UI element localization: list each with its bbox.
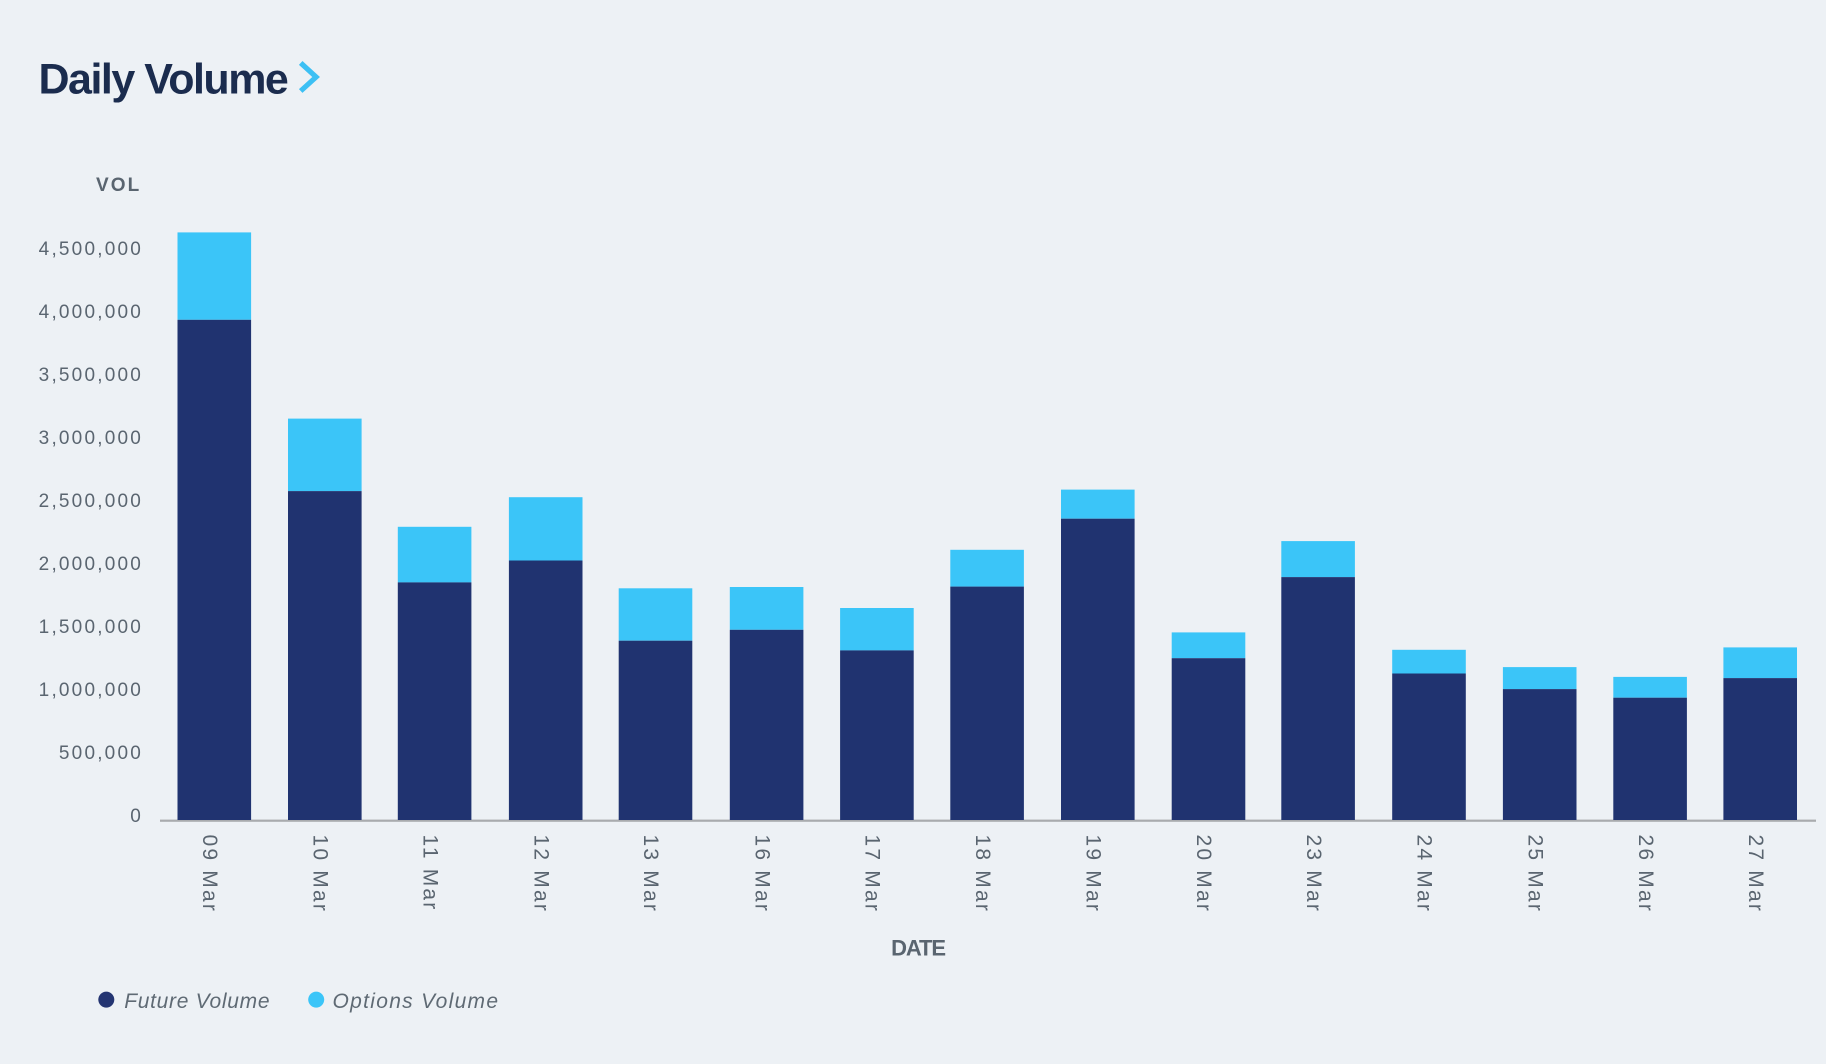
svg-text:0: 0 xyxy=(130,806,143,827)
svg-text:23 Mar: 23 Mar xyxy=(1302,835,1325,914)
svg-text:16 Mar: 16 Mar xyxy=(750,835,773,914)
svg-text:3,000,000: 3,000,000 xyxy=(39,428,143,449)
svg-text:3,500,000: 3,500,000 xyxy=(39,365,143,386)
svg-text:1,000,000: 1,000,000 xyxy=(39,680,143,701)
svg-text:20 Mar: 20 Mar xyxy=(1192,835,1215,914)
svg-text:VOL: VOL xyxy=(96,175,141,196)
svg-text:DATE: DATE xyxy=(891,935,945,960)
svg-text:2,000,000: 2,000,000 xyxy=(39,554,143,575)
svg-text:27 Mar: 27 Mar xyxy=(1744,835,1767,914)
svg-text:24 Mar: 24 Mar xyxy=(1413,835,1436,914)
svg-text:2,500,000: 2,500,000 xyxy=(39,491,143,512)
svg-text:11 Mar: 11 Mar xyxy=(418,835,441,912)
svg-text:4,500,000: 4,500,000 xyxy=(39,239,143,260)
svg-text:10 Mar: 10 Mar xyxy=(309,835,332,914)
svg-text:4,000,000: 4,000,000 xyxy=(39,302,143,323)
svg-text:1,500,000: 1,500,000 xyxy=(39,617,143,638)
svg-text:Options Volume: Options Volume xyxy=(333,990,500,1013)
svg-text:25 Mar: 25 Mar xyxy=(1523,835,1546,914)
svg-text:18 Mar: 18 Mar xyxy=(971,835,994,914)
svg-text:Future Volume: Future Volume xyxy=(124,990,270,1013)
svg-text:500,000: 500,000 xyxy=(59,743,143,764)
svg-text:13 Mar: 13 Mar xyxy=(639,835,662,914)
svg-text:26 Mar: 26 Mar xyxy=(1634,835,1657,914)
svg-text:09 Mar: 09 Mar xyxy=(198,835,221,914)
svg-text:19 Mar: 19 Mar xyxy=(1082,835,1105,914)
svg-text:Daily Volume: Daily Volume xyxy=(39,56,288,104)
svg-text:12 Mar: 12 Mar xyxy=(529,835,552,914)
svg-text:17 Mar: 17 Mar xyxy=(861,835,884,914)
